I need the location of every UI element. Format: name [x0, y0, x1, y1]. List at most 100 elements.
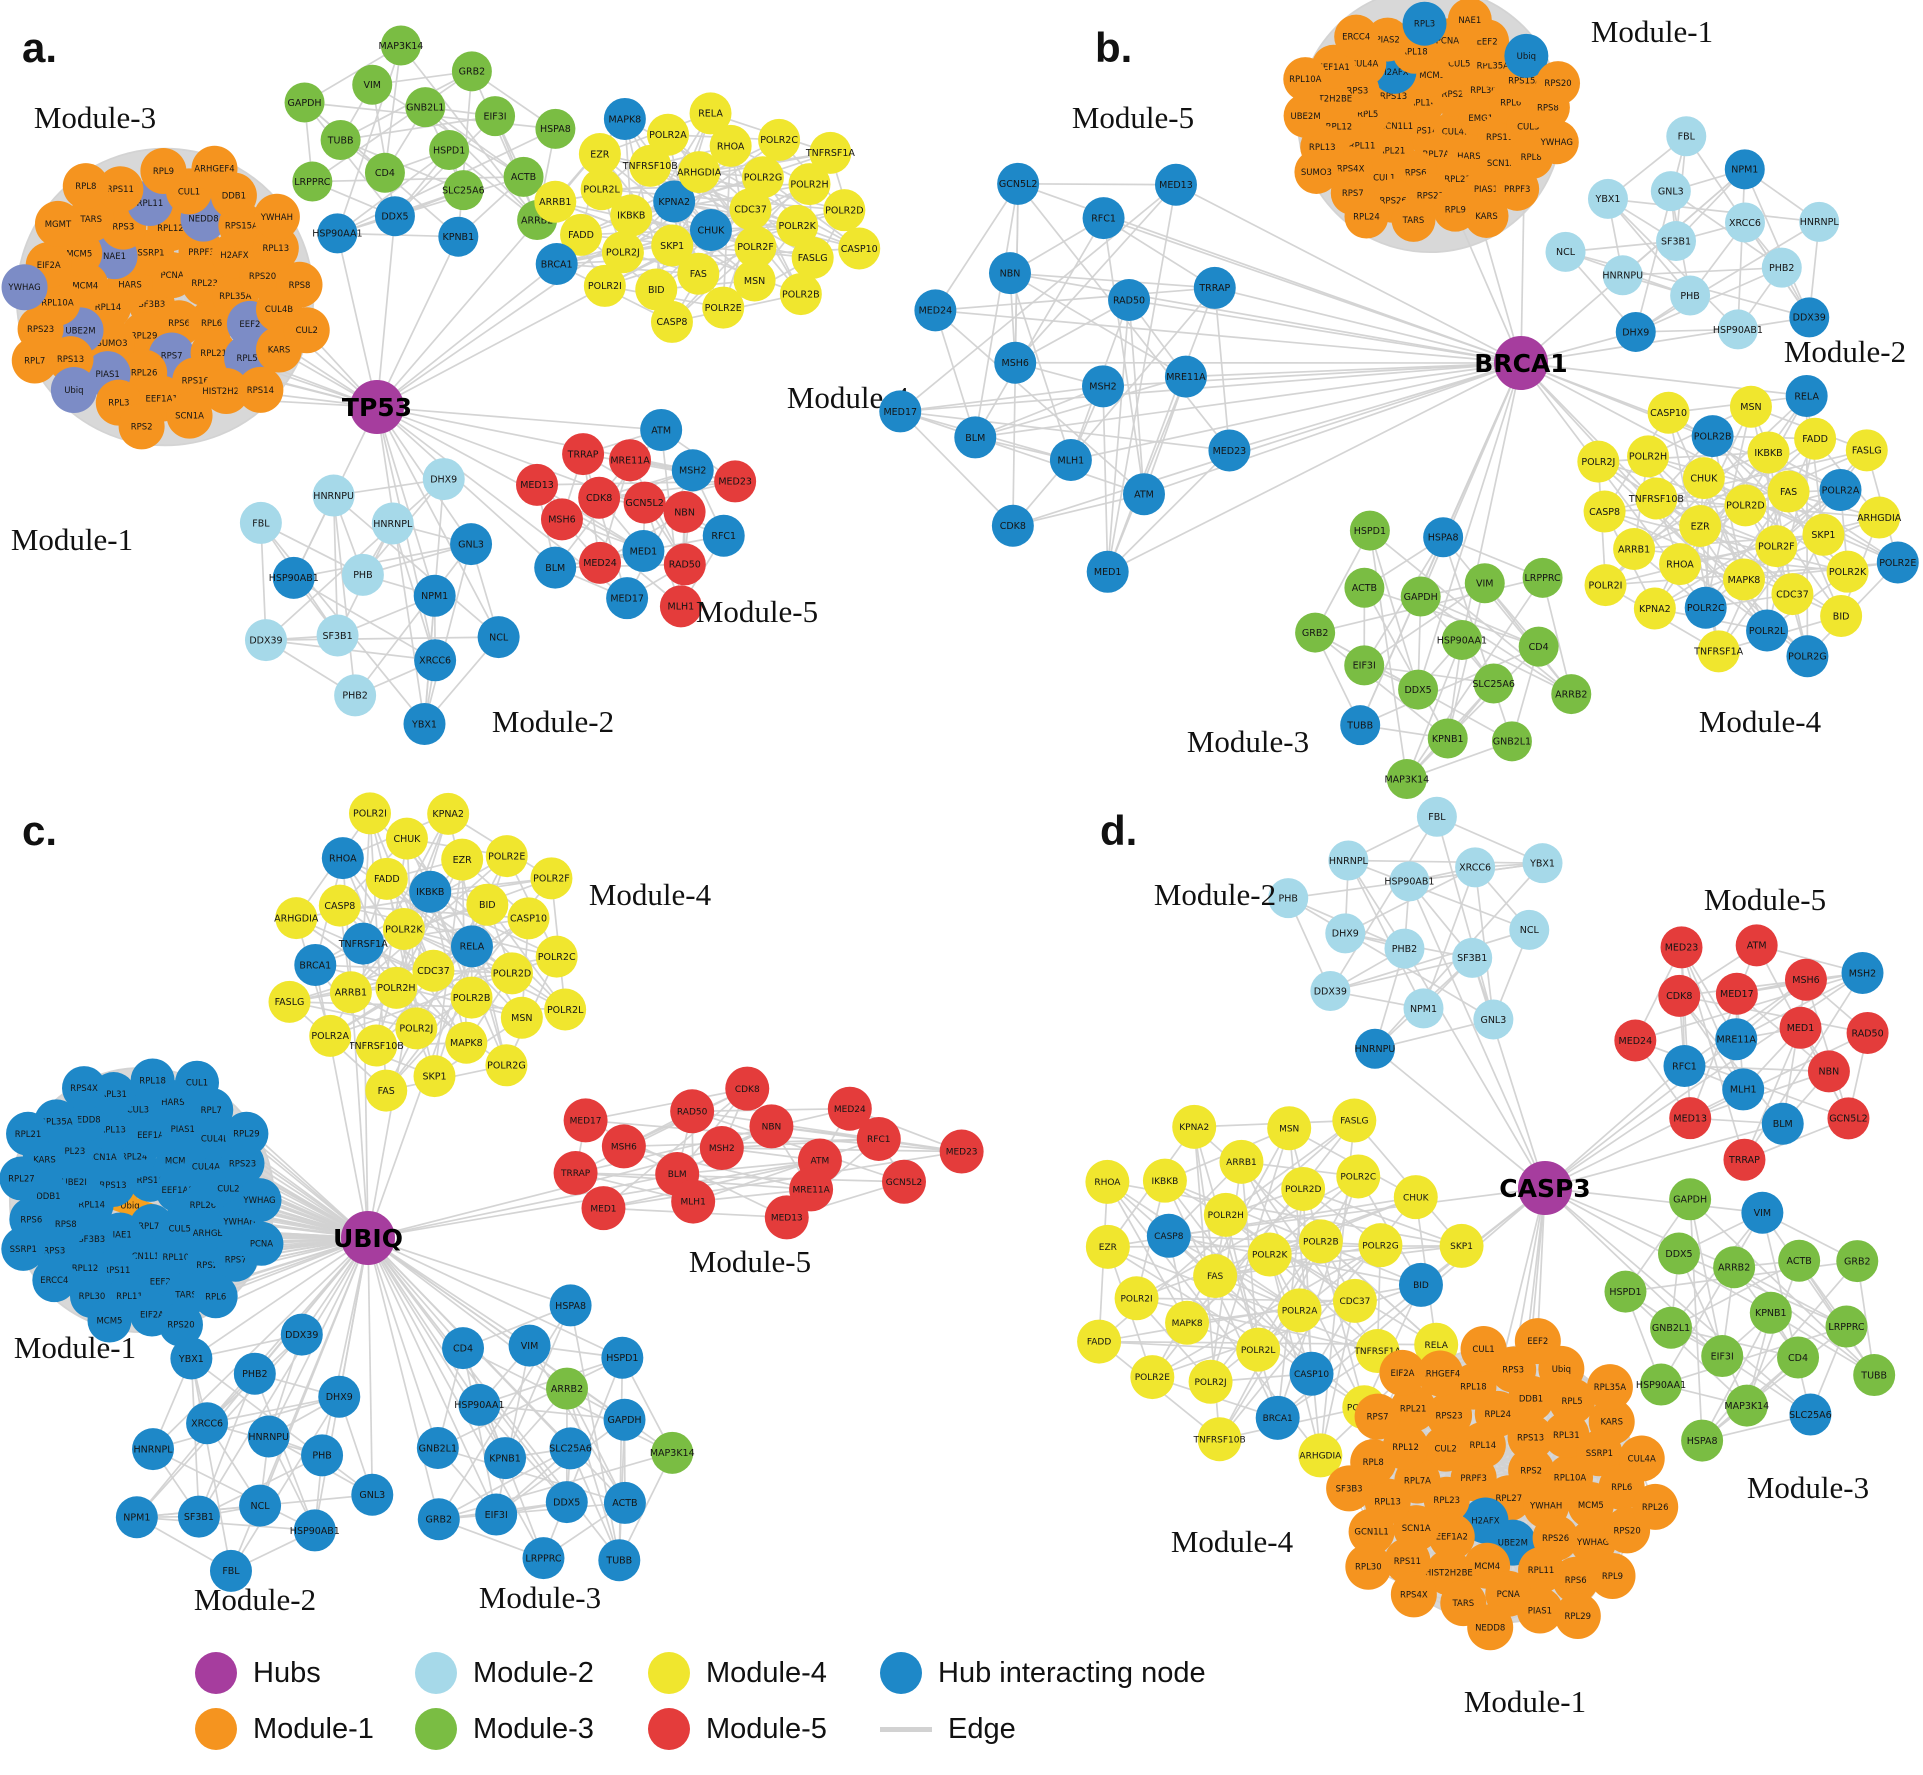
node-EZR[interactable]: [1679, 505, 1722, 548]
node-MSH2[interactable]: [1082, 365, 1125, 408]
node-CUL1[interactable]: [1460, 1326, 1507, 1373]
node-CASP10[interactable]: [838, 227, 881, 270]
node-POLR2H[interactable]: [1203, 1192, 1248, 1237]
node-POLR2A[interactable]: [646, 113, 689, 156]
node-CASP8[interactable]: [1583, 490, 1626, 533]
node-POLR2H[interactable]: [375, 966, 418, 1009]
node-GNB2L1[interactable]: [1491, 721, 1532, 762]
node-MGMT[interactable]: [34, 200, 81, 247]
node-NCL[interactable]: [1509, 909, 1550, 950]
node-GNB2L1[interactable]: [1650, 1306, 1693, 1349]
node-TNFRSF10B[interactable]: [355, 1024, 398, 1067]
node-RPL18[interactable]: [130, 1058, 175, 1103]
node-RPL21[interactable]: [6, 1111, 51, 1156]
node-MSH2[interactable]: [1841, 951, 1884, 994]
node-IKBKB[interactable]: [610, 194, 653, 237]
node-CUL4A[interactable]: [1618, 1435, 1665, 1482]
node-RELA[interactable]: [689, 92, 732, 135]
node-POLR2B[interactable]: [1691, 415, 1734, 458]
node-NEDD8[interactable]: [1467, 1604, 1514, 1651]
node-FBL[interactable]: [1416, 796, 1457, 837]
node-RPS8[interactable]: [276, 261, 323, 308]
node-RPS7[interactable]: [1354, 1393, 1401, 1440]
node-MSH6[interactable]: [601, 1124, 646, 1169]
node-GNL3[interactable]: [1650, 171, 1691, 212]
node-CUL2[interactable]: [283, 307, 330, 354]
node-KPNA2[interactable]: [653, 180, 696, 223]
node-SLC25A6[interactable]: [1789, 1393, 1832, 1436]
node-RAD50[interactable]: [1846, 1011, 1889, 1054]
node-FASLG[interactable]: [791, 236, 834, 279]
node-YBX1[interactable]: [403, 702, 446, 745]
node-NPM1[interactable]: [1403, 988, 1444, 1029]
node-XRCC6[interactable]: [186, 1402, 229, 1445]
node-POLR2D[interactable]: [823, 189, 866, 232]
node-GAPDH[interactable]: [284, 82, 325, 123]
node-FBL[interactable]: [1666, 116, 1707, 157]
node-VIM[interactable]: [352, 64, 393, 105]
node-MSH2[interactable]: [699, 1126, 744, 1171]
node-POLR2G[interactable]: [485, 1044, 528, 1087]
node-POLR2E[interactable]: [485, 835, 528, 878]
node-VIM[interactable]: [1741, 1191, 1784, 1234]
node-HSP90AB1[interactable]: [1717, 309, 1758, 350]
node-MED1[interactable]: [622, 530, 665, 573]
node-DDX39[interactable]: [244, 619, 287, 662]
node-MED13[interactable]: [1154, 163, 1197, 206]
node-TNFRSF10B[interactable]: [1197, 1417, 1242, 1462]
node-KPNA2[interactable]: [1633, 587, 1676, 630]
node-HSP90AB1[interactable]: [1389, 861, 1430, 902]
node-YWHAH[interactable]: [253, 193, 300, 240]
node-TRRAP[interactable]: [562, 433, 605, 476]
node-POLR2L[interactable]: [1236, 1327, 1281, 1372]
node-TUBB[interactable]: [1853, 1354, 1896, 1397]
node-SF3B1[interactable]: [316, 614, 359, 657]
node-GCN5L2[interactable]: [882, 1159, 927, 1204]
node-MAPK8[interactable]: [603, 97, 646, 140]
node-GRB2[interactable]: [1836, 1240, 1879, 1283]
node-SSRP1[interactable]: [1, 1226, 46, 1271]
node-SLC25A6[interactable]: [549, 1427, 592, 1470]
node-SKP1[interactable]: [1439, 1223, 1484, 1268]
node-HSP90AA1[interactable]: [1640, 1363, 1683, 1406]
node-MED24[interactable]: [914, 289, 957, 332]
node-POLR2L[interactable]: [544, 988, 587, 1031]
node-CHUK[interactable]: [385, 817, 428, 860]
node-MAPK8[interactable]: [1723, 558, 1766, 601]
node-IKBKB[interactable]: [409, 870, 452, 913]
node-RPL3[interactable]: [1402, 1, 1447, 46]
node-RPS11[interactable]: [97, 166, 144, 213]
node-ATM[interactable]: [1122, 473, 1165, 516]
node-NPM1[interactable]: [115, 1496, 158, 1539]
node-YBX1[interactable]: [1587, 178, 1628, 219]
node-EZR[interactable]: [578, 133, 621, 176]
node-DDX5[interactable]: [374, 196, 415, 237]
node-DHX9[interactable]: [1615, 311, 1656, 352]
node-LRPPRC[interactable]: [522, 1537, 565, 1580]
node-HSPA8[interactable]: [535, 108, 576, 149]
node-CD4[interactable]: [364, 152, 405, 193]
node-RPS20[interactable]: [158, 1302, 203, 1347]
node-CUL2[interactable]: [1422, 1425, 1469, 1472]
node-RPL11[interactable]: [1518, 1547, 1565, 1594]
node-RPL7[interactable]: [11, 337, 58, 384]
node-ARRB2[interactable]: [1551, 674, 1592, 715]
node-CASP10[interactable]: [1647, 391, 1690, 434]
node-POLR2B[interactable]: [779, 273, 822, 316]
node-RAD50[interactable]: [663, 543, 706, 586]
node-TNFRSF10B[interactable]: [629, 144, 672, 187]
node-MED23[interactable]: [939, 1129, 984, 1174]
node-RPS2[interactable]: [1508, 1447, 1555, 1494]
node-RHOA[interactable]: [1085, 1159, 1130, 1204]
node-HSPA8[interactable]: [1423, 517, 1464, 558]
node-CDC37[interactable]: [1771, 573, 1814, 616]
node-POLR2I[interactable]: [348, 792, 391, 835]
node-MAPK8[interactable]: [445, 1021, 488, 1064]
node-FADD[interactable]: [560, 213, 603, 256]
node-HIST2H2BE[interactable]: [203, 367, 250, 414]
node-POLR2J[interactable]: [395, 1007, 438, 1050]
node-MRE11A[interactable]: [1715, 1018, 1758, 1061]
node-RHOA[interactable]: [321, 837, 364, 880]
node-PHB[interactable]: [341, 553, 384, 596]
node-NAE1[interactable]: [1447, 0, 1492, 42]
